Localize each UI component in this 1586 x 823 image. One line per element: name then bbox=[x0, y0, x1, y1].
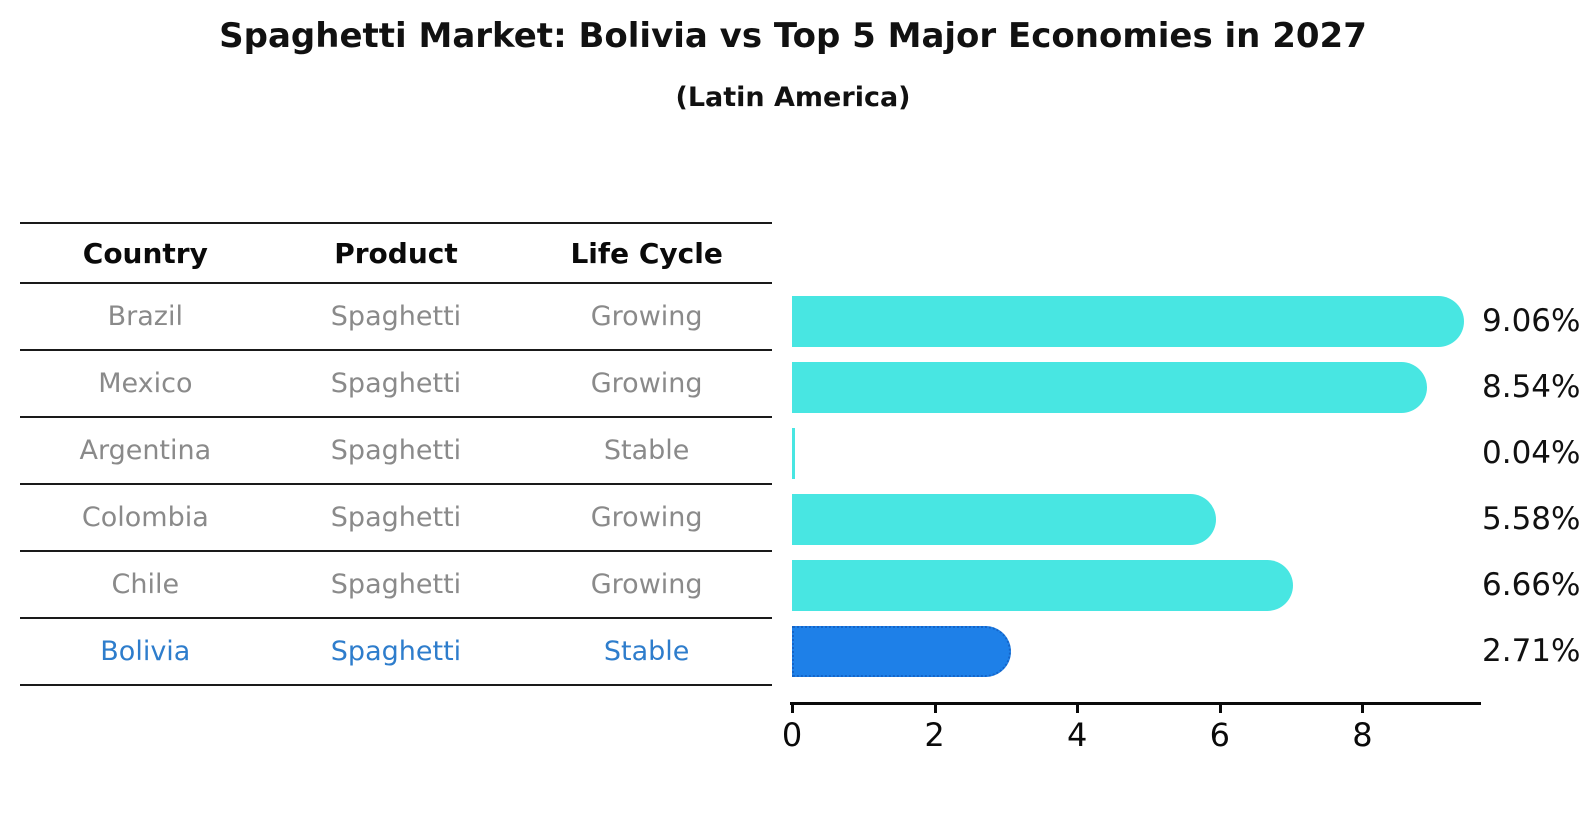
table-row: Argentina Spaghetti Stable bbox=[20, 417, 772, 485]
column-header-product: Product bbox=[270, 223, 522, 284]
bar-brazil bbox=[792, 295, 1464, 347]
table-cell-life_cycle: Stable bbox=[521, 618, 772, 686]
bar-colombia bbox=[792, 493, 1216, 545]
table-header-row: Country Product Life Cycle bbox=[20, 223, 772, 284]
table-row: Brazil Spaghetti Growing bbox=[20, 283, 772, 351]
x-axis-tick-label: 4 bbox=[1067, 716, 1088, 754]
x-axis-tick-label: 0 bbox=[781, 716, 803, 754]
bar-value-label: 5.58% bbox=[1482, 501, 1581, 537]
table-cell-country: Mexico bbox=[20, 350, 271, 418]
table-cell-life_cycle: Growing bbox=[521, 350, 772, 418]
table-row: Chile Spaghetti Growing bbox=[20, 551, 772, 619]
chart-subtitle: (Latin America) bbox=[675, 82, 911, 113]
x-axis-tick-label: 8 bbox=[1352, 716, 1373, 754]
table-cell-product: Spaghetti bbox=[270, 350, 522, 418]
table-cell-product: Spaghetti bbox=[270, 283, 522, 351]
x-axis-tick-label: 2 bbox=[924, 716, 945, 754]
x-axis-tick bbox=[1361, 702, 1365, 713]
table-cell-country: Argentina bbox=[20, 417, 271, 485]
table-cell-life_cycle: Growing bbox=[521, 551, 772, 619]
bar-mexico bbox=[792, 361, 1427, 413]
x-axis bbox=[790, 702, 1481, 705]
table-row: Bolivia Spaghetti Stable bbox=[20, 618, 772, 686]
table-cell-country: Brazil bbox=[20, 283, 271, 351]
table-cell-life_cycle: Growing bbox=[521, 283, 772, 351]
bar-chile bbox=[792, 559, 1293, 611]
bar-value-label: 6.66% bbox=[1482, 567, 1581, 603]
bar-value-label: 9.06% bbox=[1482, 303, 1581, 339]
table-row: Mexico Spaghetti Growing bbox=[20, 350, 772, 418]
bar-value-label: 8.54% bbox=[1482, 369, 1581, 405]
column-header-country: Country bbox=[20, 223, 271, 284]
table-cell-product: Spaghetti bbox=[270, 417, 522, 485]
bar-argentina bbox=[792, 427, 795, 479]
table-cell-country: Bolivia bbox=[20, 618, 271, 686]
column-header-lifecycle: Life Cycle bbox=[521, 223, 772, 284]
x-axis-tick bbox=[791, 702, 794, 713]
x-axis-tick bbox=[933, 702, 937, 713]
table-row: Colombia Spaghetti Growing bbox=[20, 484, 772, 552]
table-cell-life_cycle: Growing bbox=[521, 484, 772, 552]
country-table-wrap: Country Product Life Cycle Brazil Spaghet… bbox=[20, 222, 772, 686]
x-axis-tick bbox=[1218, 702, 1222, 713]
table-cell-product: Spaghetti bbox=[270, 551, 522, 619]
x-axis-tick-label: 6 bbox=[1209, 716, 1230, 754]
x-axis-tick bbox=[1076, 702, 1080, 713]
bar-value-label: 0.04% bbox=[1482, 435, 1581, 471]
table-cell-country: Colombia bbox=[20, 484, 271, 552]
country-table: Country Product Life Cycle Brazil Spaghet… bbox=[20, 222, 772, 686]
chart-title: Spaghetti Market: Bolivia vs Top 5 Major… bbox=[219, 16, 1367, 56]
bar-value-label: 2.71% bbox=[1482, 633, 1581, 669]
bar-bolivia bbox=[792, 625, 1012, 677]
table-cell-product: Spaghetti bbox=[270, 484, 522, 552]
table-cell-country: Chile bbox=[20, 551, 271, 619]
table-cell-product: Spaghetti bbox=[270, 618, 522, 686]
table-cell-life_cycle: Stable bbox=[521, 417, 772, 485]
